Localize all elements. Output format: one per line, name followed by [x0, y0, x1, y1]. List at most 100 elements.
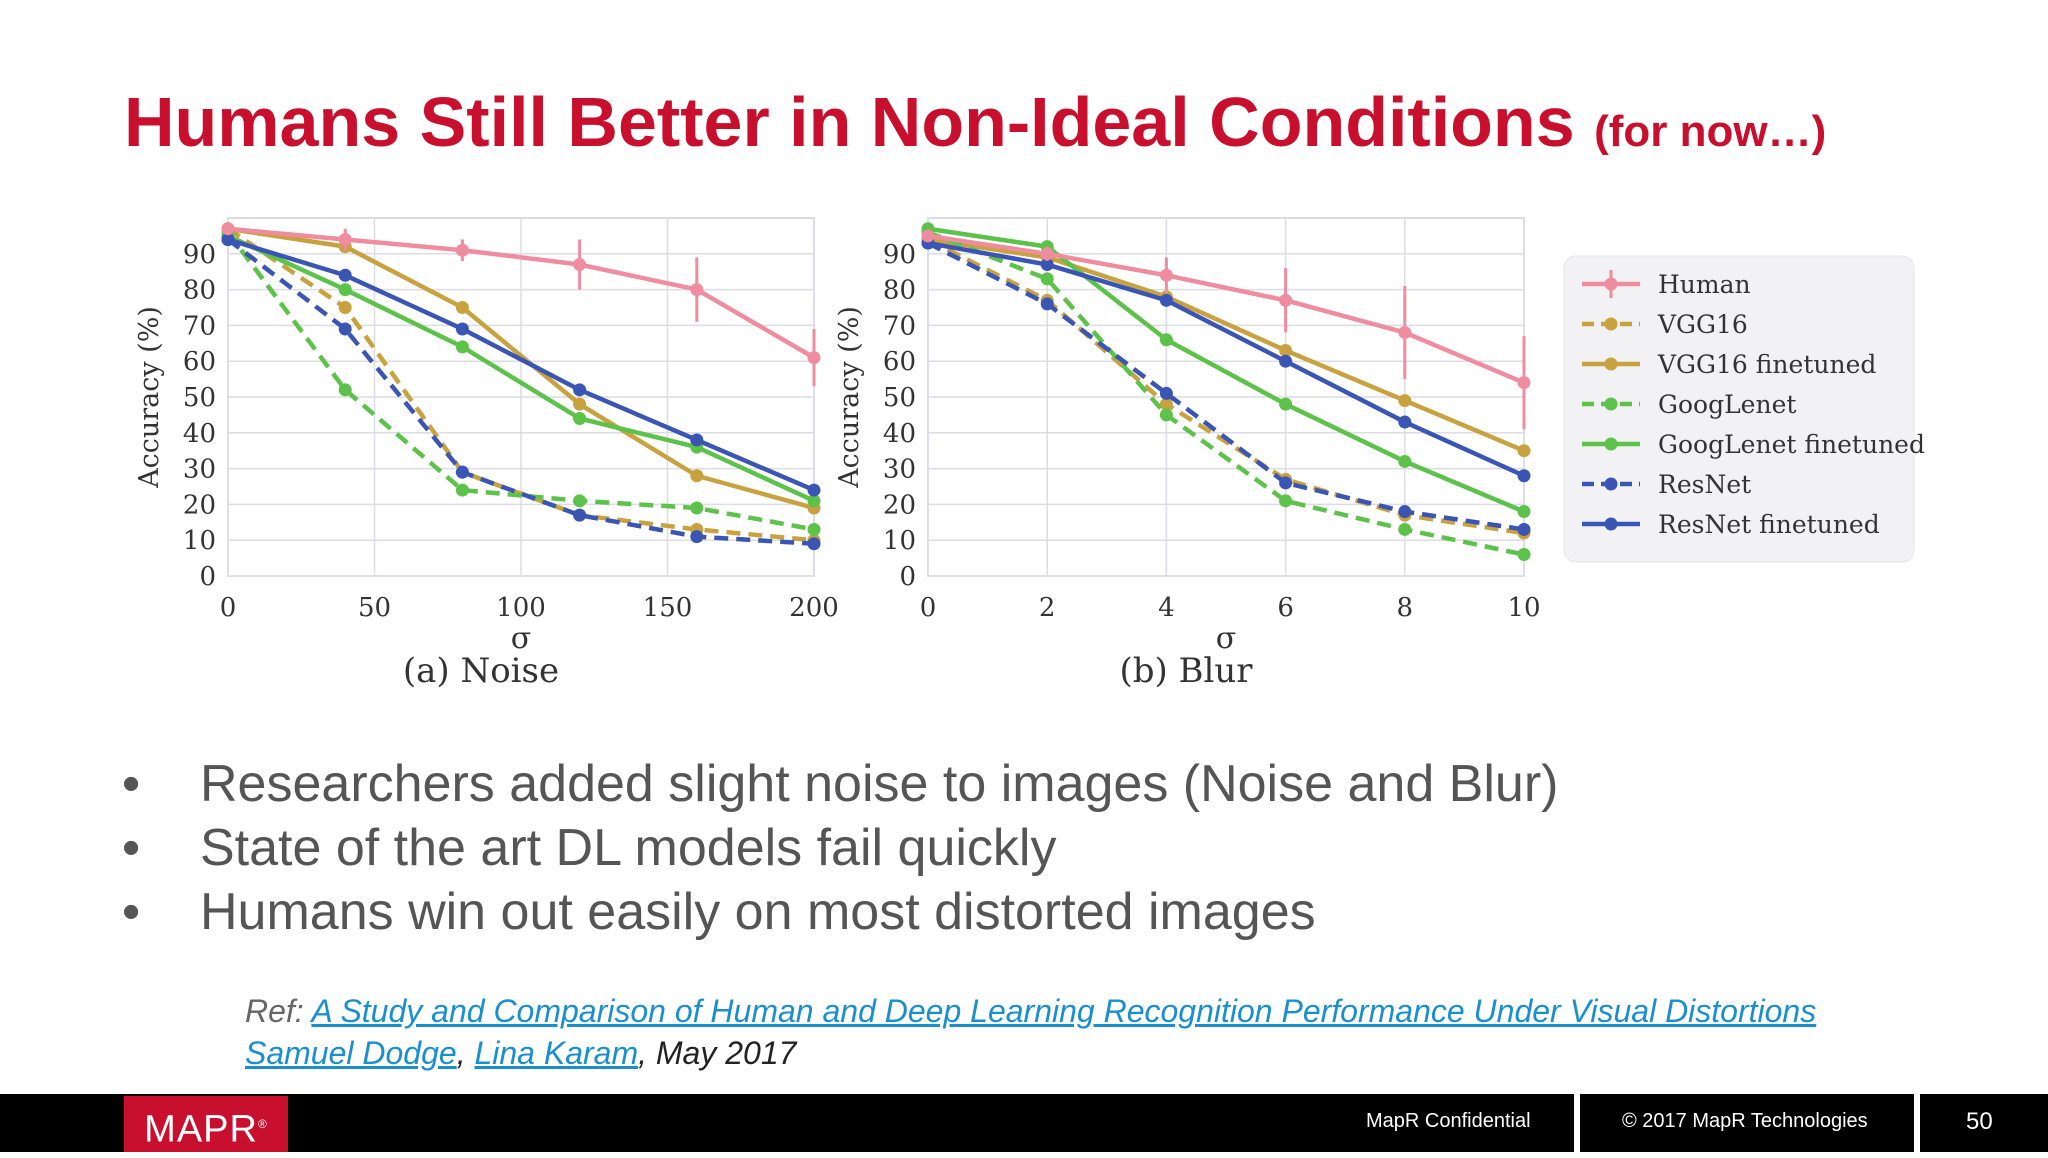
y-axis-label: Accuracy (%)	[134, 306, 165, 489]
footer-divider	[1914, 1094, 1920, 1152]
data-point	[1279, 293, 1293, 307]
x-tick-label: 8	[1397, 593, 1414, 623]
data-point	[1040, 272, 1054, 286]
bullet-item: • Researchers added slight noise to image…	[122, 752, 1558, 816]
data-point	[1040, 258, 1054, 272]
y-tick-label: 40	[183, 419, 216, 449]
y-tick-label: 20	[183, 490, 216, 520]
data-point	[338, 322, 352, 336]
y-axis-label: Accuracy (%)	[834, 306, 865, 489]
data-point	[1159, 293, 1173, 307]
y-tick-label: 50	[183, 383, 216, 413]
legend-box	[1563, 255, 1915, 563]
data-point	[1398, 415, 1412, 429]
y-tick-label: 50	[883, 383, 916, 413]
legend-swatch-marker	[1604, 517, 1618, 531]
bullet-item: • State of the art DL models fail quickly	[122, 816, 1558, 880]
data-point	[807, 351, 821, 365]
series-line	[926, 241, 1525, 532]
data-point	[1040, 247, 1054, 261]
data-point	[807, 483, 821, 497]
data-point	[1517, 444, 1531, 458]
data-point	[1517, 376, 1531, 390]
slide-title-main: Humans Still Better in Non-Ideal Conditi…	[124, 83, 1575, 161]
data-point	[1398, 394, 1412, 408]
data-point	[221, 232, 235, 246]
data-point	[690, 530, 704, 544]
series-line	[227, 226, 816, 360]
data-point	[455, 243, 469, 257]
y-tick-label: 80	[183, 276, 216, 306]
series-line	[927, 226, 1525, 514]
bullet-list: • Researchers added slight noise to image…	[122, 752, 1558, 944]
y-tick-label: 60	[883, 347, 916, 377]
data-point	[338, 232, 352, 246]
data-point	[1517, 505, 1531, 519]
data-point	[455, 465, 469, 479]
legend-label: ResNet finetuned	[1658, 510, 1880, 539]
mapr-logo: MAPR®	[124, 1096, 288, 1152]
data-point	[455, 322, 469, 336]
series-line	[226, 230, 815, 532]
series-line	[226, 237, 815, 547]
bullet-text: Researchers added slight noise to images…	[200, 755, 1559, 813]
y-tick-label: 10	[883, 526, 916, 556]
y-tick-label: 0	[199, 562, 216, 592]
series-line	[227, 237, 815, 493]
x-tick-label: 10	[1507, 593, 1540, 623]
data-point	[1279, 397, 1293, 411]
bullet-symbol: •	[122, 883, 141, 941]
y-tick-label: 70	[183, 311, 216, 341]
data-point	[1398, 522, 1412, 536]
data-point	[1517, 522, 1531, 536]
y-tick-label: 30	[183, 455, 216, 485]
chart-caption: (a) Noise	[403, 651, 559, 691]
data-point	[338, 268, 352, 282]
data-point	[1279, 343, 1293, 357]
data-point	[573, 383, 587, 397]
data-point	[690, 501, 704, 515]
reference-date: , May 2017	[638, 1035, 797, 1071]
y-tick-label: 90	[183, 240, 216, 270]
bullet-text: State of the art DL models fail quickly	[200, 819, 1057, 877]
x-axis-label: σ	[1216, 621, 1236, 656]
legend-label: GoogLenet finetuned	[1658, 430, 1925, 459]
series-line	[927, 240, 1525, 478]
bullet-symbol: •	[122, 819, 141, 877]
chart-caption: (b) Blur	[1119, 651, 1253, 691]
data-point	[573, 411, 587, 425]
x-axis-label: σ	[511, 621, 531, 656]
author-link-dodge[interactable]: Samuel Dodge	[245, 1035, 457, 1071]
legend-swatch-marker	[1604, 397, 1618, 411]
data-point	[1398, 454, 1412, 468]
legend-label: VGG16	[1657, 310, 1748, 339]
author-link-karam[interactable]: Lina Karam	[474, 1035, 639, 1071]
footer-copyright: © 2017 MapR Technologies	[1622, 1110, 1868, 1132]
series-line	[927, 233, 1525, 385]
series-line	[227, 226, 815, 511]
legend-swatch-marker	[1604, 477, 1618, 491]
data-point	[690, 469, 704, 483]
data-point	[221, 222, 235, 236]
y-tick-label: 60	[183, 347, 216, 377]
bullet-text: Humans win out easily on most distorted …	[200, 883, 1316, 941]
legend-label: VGG16 finetuned	[1657, 350, 1876, 379]
data-point	[1398, 505, 1412, 519]
reference-line-1: Ref: A Study and Comparison of Human and…	[245, 990, 1816, 1032]
x-tick-label: 4	[1158, 593, 1175, 623]
data-point	[1279, 476, 1293, 490]
data-point	[338, 383, 352, 397]
legend-label: GoogLenet	[1658, 390, 1796, 419]
legend-swatch-marker	[1604, 357, 1618, 371]
series-line	[927, 237, 1525, 453]
page-number: 50	[1966, 1108, 1993, 1135]
data-point	[338, 301, 352, 314]
x-tick-label: 6	[1277, 593, 1294, 623]
x-tick-label: 200	[789, 593, 839, 623]
legend-label: ResNet	[1658, 470, 1751, 499]
x-tick-label: 50	[358, 593, 391, 623]
paper-link[interactable]: A Study and Comparison of Human and Deep…	[311, 993, 1817, 1029]
footer-bar	[0, 1094, 2048, 1152]
footer-divider	[1574, 1094, 1580, 1152]
